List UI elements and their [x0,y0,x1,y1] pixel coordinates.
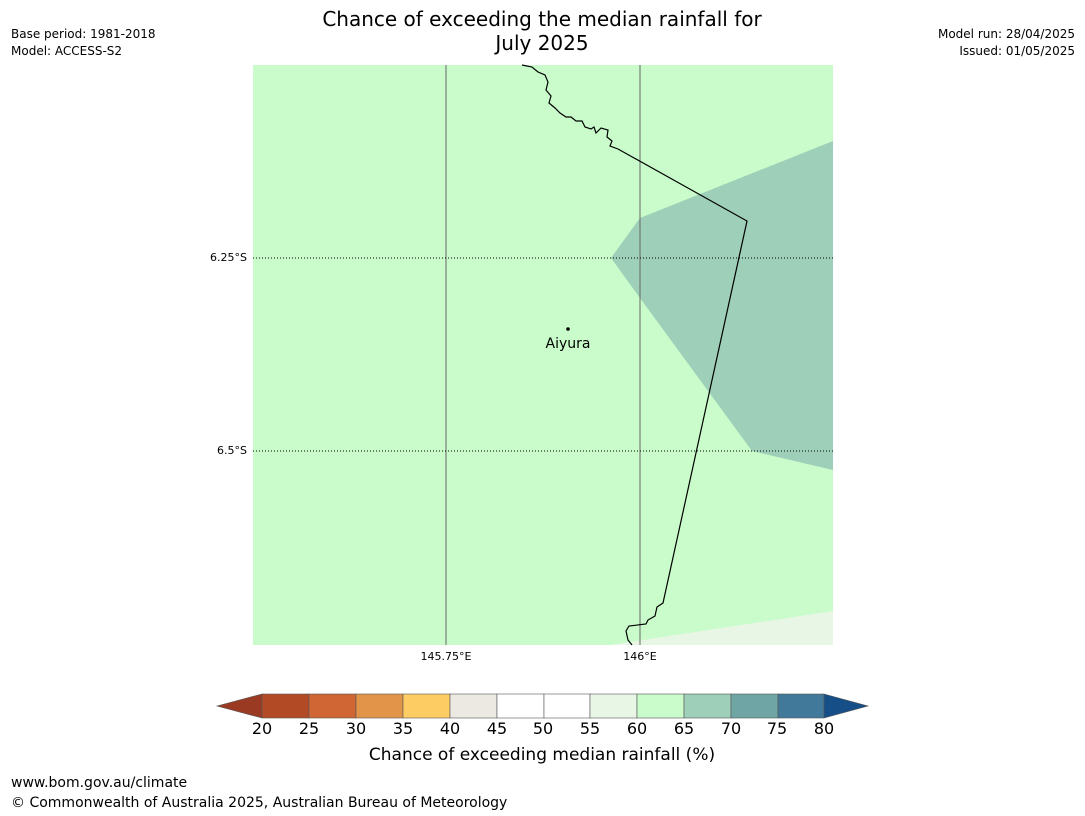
coastline-border [521,64,748,646]
colorbar-tick: 50 [532,719,554,738]
lat-label-6-5: 6.5°S [217,444,247,457]
lat-label-6-25: 6.25°S [210,251,247,264]
colorbar-55-60 [589,693,638,719]
colorbar-tick: 25 [298,719,320,738]
colorbar-20-25 [261,693,310,719]
colorbar-40-45 [449,693,498,719]
base-period: Base period: 1981-2018 [11,27,156,41]
colorbar-tick: 80 [813,719,835,738]
colorbar-tick: 30 [345,719,367,738]
colorbar-50-55 [543,693,591,719]
lon-label-146: 146°E [623,650,657,663]
colorbar-tick: 35 [392,719,414,738]
footer-url[interactable]: www.bom.gov.au/climate [11,775,188,791]
colorbar-title: Chance of exceeding median rainfall (%) [368,745,716,765]
colorbar-35-40 [402,693,451,719]
colorbar-30-35 [355,693,404,719]
colorbar-tick: 20 [251,719,273,738]
colorbar-tick: 60 [626,719,648,738]
colorbar-75-80 [777,693,825,719]
colorbar-65-70 [683,693,732,719]
colorbar-tick: 40 [439,719,461,738]
colorbar-70-75 [730,693,779,719]
footer-copyright: © Commonwealth of Australia 2025, Austra… [11,795,508,811]
lon-label-145-75: 145.75°E [420,650,472,663]
model-name: Model: ACCESS-S2 [11,44,123,58]
region-65-70 [611,141,833,470]
info-left: Base period: 1981-2018 Model: ACCESS-S2 [11,26,156,60]
colorbar-tick: 45 [486,719,508,738]
model-run: Model run: 28/04/2025 [937,27,1075,41]
region-55-60 [610,611,833,645]
colorbar-45-50 [496,693,545,719]
colorbar-60-65 [636,693,685,719]
title-line-2: July 2025 [495,31,589,55]
place-marker [566,327,570,331]
map-title: Chance of exceeding the median rainfall … [242,7,842,55]
colorbar-25-30 [308,693,357,719]
title-line-1: Chance of exceeding the median rainfall … [322,7,762,31]
colorbar-tick: 75 [766,719,788,738]
colorbar-tick: 55 [579,719,601,738]
colorbar-extend-high [823,693,870,719]
colorbar-tick: 70 [720,719,742,738]
issued-date: Issued: 01/05/2025 [959,44,1075,58]
place-label: Aiyura [545,336,591,352]
colorbar-tick: 65 [673,719,695,738]
info-right: Model run: 28/04/2025 Issued: 01/05/2025 [938,26,1075,60]
colorbar-extend-low [215,693,263,719]
colorbar [215,693,870,719]
